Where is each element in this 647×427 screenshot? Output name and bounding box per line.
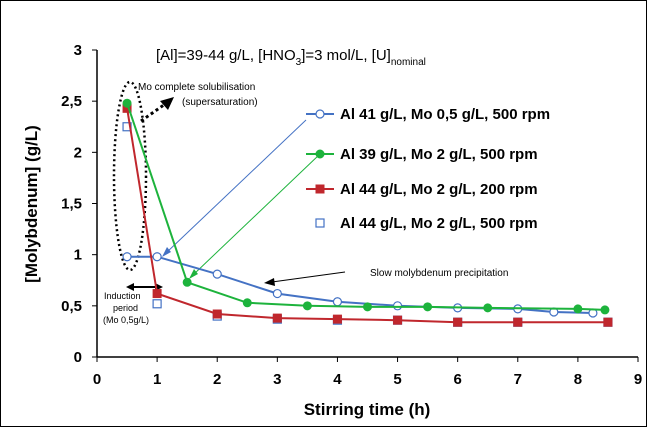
x-tick-label: 4	[333, 371, 342, 388]
legend-item-2: Al 39 g/L, Mo 2 g/L, 500 rpm	[306, 146, 538, 163]
series-2	[122, 98, 610, 315]
y-axis-title: [Molybdenum] (g/L)	[22, 125, 41, 283]
legend-marker	[315, 218, 325, 228]
series-2-point	[600, 305, 610, 315]
y-tick-label: 1,5	[61, 196, 82, 213]
x-ticks: 0 1 2 3 4 5 6 7 8 9	[93, 357, 642, 388]
series-3-point	[513, 317, 523, 327]
series-layer	[122, 98, 613, 327]
supersaturation-label-2: (supersaturation)	[182, 97, 258, 108]
x-tick-label: 9	[634, 371, 642, 388]
legend-marker	[315, 109, 325, 119]
supersaturation-label-1: Mo complete solubilisation	[138, 82, 255, 93]
series-3-point	[212, 309, 222, 319]
legend-label: Al 41 g/L, Mo 0,5 g/L, 500 rpm	[340, 106, 550, 123]
series-3	[122, 103, 613, 327]
series-4-point	[152, 299, 162, 309]
x-tick-label: 0	[93, 371, 101, 388]
x-tick-label: 5	[393, 371, 401, 388]
y-tick-label: 0	[74, 349, 82, 366]
legend-pointer-series-2	[192, 153, 321, 276]
legend-marker	[315, 184, 325, 194]
legend-pointer-series-1	[165, 119, 307, 254]
slow-precipitation-arrow	[271, 271, 346, 283]
series-2-line	[126, 102, 605, 311]
legend-pointer-head-2	[189, 269, 198, 279]
legend-pointer-head-1	[162, 247, 171, 257]
x-tick-label: 6	[453, 371, 461, 388]
slow-precipitation-annotation: Slow molybdenum precipitation	[264, 268, 508, 286]
legend-item-1: Al 41 g/L, Mo 0,5 g/L, 500 rpm	[306, 106, 550, 123]
x-axis-title: Stirring time (h)	[304, 400, 431, 419]
legend-item-4: Al 44 g/L, Mo 2 g/L, 500 rpm	[315, 215, 538, 232]
y-tick-label: 2	[74, 144, 82, 161]
x-tick-label: 1	[153, 371, 161, 388]
slow-precipitation-arrowhead	[264, 278, 275, 286]
series-2-point	[483, 303, 493, 313]
supersaturation-arrowhead	[160, 97, 174, 110]
legend-pointers	[162, 119, 321, 279]
legend-label: Al 44 g/L, Mo 2 g/L, 200 rpm	[340, 181, 538, 198]
induction-label-2: period	[113, 303, 138, 313]
x-tick-label: 3	[273, 371, 281, 388]
series-2-point	[182, 277, 192, 287]
series-1-point	[122, 252, 132, 262]
series-2-point	[423, 302, 433, 312]
y-tick-label: 3	[74, 42, 82, 59]
induction-label-1: Induction	[104, 291, 141, 301]
y-tick-label: 0,5	[61, 298, 82, 315]
series-1-point	[152, 252, 162, 262]
series-2-point	[573, 304, 583, 314]
series-1-point	[272, 288, 282, 299]
y-tick-label: 1	[74, 247, 82, 264]
legend-item-3: Al 44 g/L, Mo 2 g/L, 200 rpm	[306, 181, 538, 198]
series-3-point	[453, 317, 463, 327]
chart-title: [Al]=39-44 g/L, [HNO3]=3 mol/L, [U]nomin…	[156, 47, 426, 68]
legend-label: Al 39 g/L, Mo 2 g/L, 500 rpm	[340, 146, 538, 163]
induction-arrowhead-left	[126, 283, 134, 291]
supersaturation-annotation: Mo complete solubilisation (supersaturat…	[112, 80, 258, 272]
series-2-point	[302, 301, 312, 311]
series-2-point	[242, 298, 252, 308]
series-3-point	[152, 289, 162, 299]
slow-precipitation-label: Slow molybdenum precipitation	[370, 268, 508, 279]
series-3-point	[603, 317, 613, 327]
x-tick-label: 8	[574, 371, 582, 388]
series-3-point	[272, 313, 282, 323]
series-3-point	[393, 315, 403, 325]
legend-marker	[315, 149, 325, 159]
x-tick-label: 7	[514, 371, 522, 388]
y-ticks: 0 0,5 1 1,5 2 2,5 3	[61, 42, 97, 366]
legend-label: Al 44 g/L, Mo 2 g/L, 500 rpm	[340, 215, 538, 232]
x-tick-label: 2	[213, 371, 221, 388]
series-1-point	[332, 297, 343, 307]
legend: Al 41 g/L, Mo 0,5 g/L, 500 rpm Al 39 g/L,…	[306, 106, 550, 232]
y-tick-label: 2,5	[61, 93, 82, 110]
series-1-point	[392, 301, 403, 311]
series-2-point	[122, 98, 132, 108]
series-1-point	[212, 269, 222, 279]
series-3-point	[332, 314, 342, 324]
series-2-point	[363, 302, 372, 312]
supersaturation-ellipse	[112, 80, 148, 272]
induction-label-3: (Mo 0,5g/L)	[103, 315, 149, 325]
